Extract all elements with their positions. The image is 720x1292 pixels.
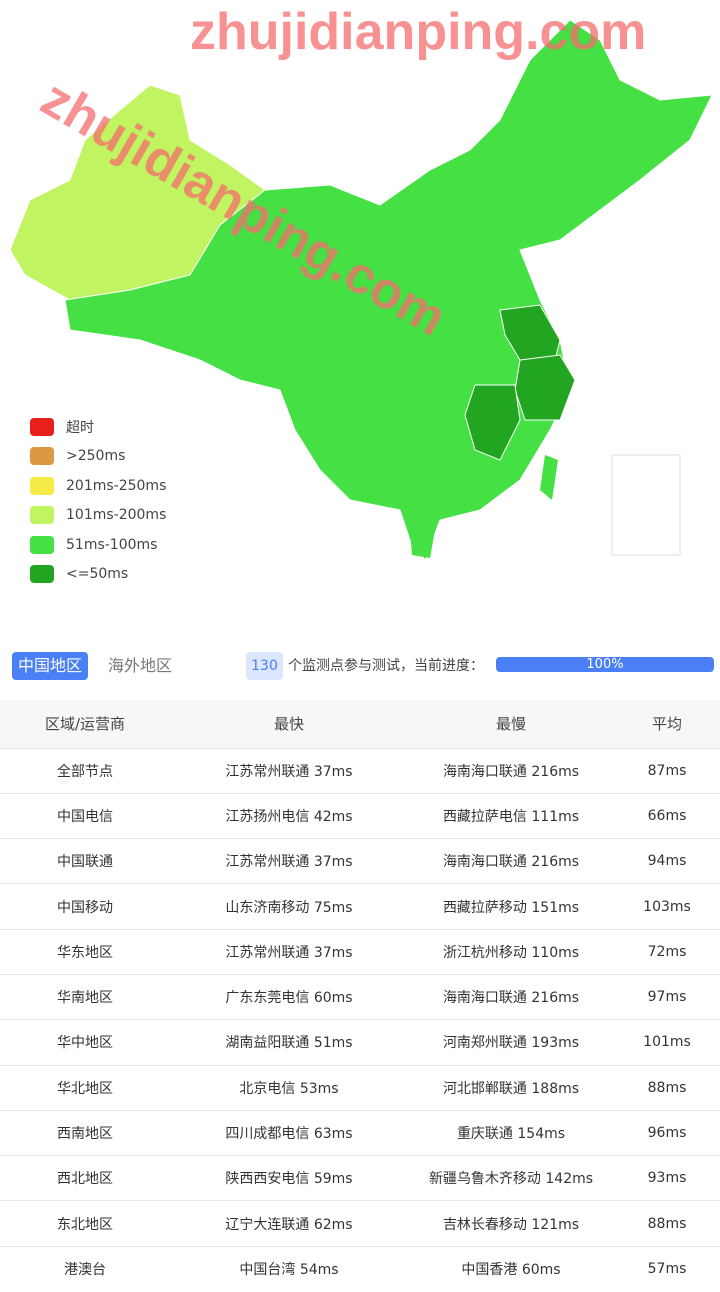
legend-swatch [30, 476, 54, 495]
cell-fastest: 辽宁大连联通 62ms [170, 1200, 408, 1247]
legend-label: >250ms [66, 448, 126, 465]
cell-fastest: 山东济南移动 75ms [170, 883, 408, 930]
cell-fastest: 湖南益阳联通 51ms [170, 1019, 408, 1066]
cell-slowest: 西藏拉萨电信 111ms [408, 792, 614, 839]
cell-region: 中国移动 [0, 883, 170, 930]
table-row: 华东地区 江苏常州联通 37ms 浙江杭州移动 110ms 72ms [0, 928, 720, 975]
table-row: 华南地区 广东东莞电信 60ms 海南海口联通 216ms 97ms [0, 973, 720, 1020]
china-latency-map [9, 19, 713, 562]
cell-average: 57ms [614, 1245, 720, 1292]
tab-china[interactable]: 中国地区 [12, 652, 89, 680]
region-hainan [410, 530, 435, 558]
table-row: 华北地区 北京电信 53ms 河北邯郸联通 188ms 88ms [0, 1064, 720, 1111]
monitor-count-badge: 130 [246, 652, 283, 680]
cell-fastest: 江苏常州联通 37ms [170, 838, 408, 884]
table-header: 区域/运营商 最快 最慢 平均 [0, 700, 720, 748]
table-row: 中国联通 江苏常州联通 37ms 海南海口联通 216ms 94ms [0, 838, 720, 884]
legend-item: <=50ms [30, 560, 166, 590]
cell-average: 72ms [614, 928, 720, 975]
legend-swatch [30, 535, 54, 554]
cell-average: 66ms [614, 792, 720, 839]
cell-average: 103ms [614, 883, 720, 930]
cell-fastest: 江苏常州联通 37ms [170, 928, 408, 975]
legend-item: 201ms-250ms [30, 471, 166, 501]
header-region: 区域/运营商 [0, 700, 170, 748]
header-fastest: 最快 [170, 700, 408, 748]
cell-fastest: 中国台湾 54ms [170, 1245, 408, 1292]
progress-bar: 100% [496, 657, 714, 672]
table-row: 华中地区 湖南益阳联通 51ms 河南郑州联通 193ms 101ms [0, 1019, 720, 1066]
table-row: 中国移动 山东济南移动 75ms 西藏拉萨移动 151ms 103ms [0, 883, 720, 930]
header-slowest: 最慢 [408, 700, 614, 748]
cell-average: 96ms [614, 1109, 720, 1156]
cell-fastest: 江苏扬州电信 42ms [170, 792, 408, 839]
legend-item: >250ms [30, 442, 166, 472]
legend-item: 超时 [30, 412, 166, 442]
cell-average: 97ms [614, 973, 720, 1020]
legend-swatch [30, 565, 54, 584]
cell-region: 全部节点 [0, 747, 170, 794]
cell-average: 101ms [614, 1019, 720, 1066]
cell-slowest: 西藏拉萨移动 151ms [408, 883, 614, 930]
legend-swatch [30, 506, 54, 525]
tab-overseas[interactable]: 海外地区 [108, 656, 173, 675]
legend-swatch [30, 417, 54, 436]
legend-label: 超时 [66, 419, 94, 436]
map-legend: 超时 >250ms 201ms-250ms 101ms-200ms 51ms-1… [30, 412, 166, 589]
cell-region: 西南地区 [0, 1109, 170, 1156]
cell-region: 西北地区 [0, 1155, 170, 1201]
cell-region: 华北地区 [0, 1064, 170, 1111]
cell-average: 87ms [614, 747, 720, 794]
cell-slowest: 新疆乌鲁木齐移动 142ms [408, 1155, 614, 1201]
table-row: 全部节点 江苏常州联通 37ms 海南海口联通 216ms 87ms [0, 747, 720, 794]
legend-item: 101ms-200ms [30, 501, 166, 531]
cell-region: 华中地区 [0, 1019, 170, 1066]
cell-slowest: 海南海口联通 216ms [408, 747, 614, 794]
legend-label: 51ms-100ms [66, 536, 158, 553]
legend-label: 201ms-250ms [66, 477, 167, 494]
legend-label: <=50ms [66, 566, 129, 583]
south-china-sea-inset [611, 454, 681, 556]
legend-swatch [30, 447, 54, 466]
progress-fill: 100% [496, 657, 714, 672]
cell-average: 93ms [614, 1155, 720, 1201]
cell-region: 中国联通 [0, 838, 170, 884]
header-average: 平均 [614, 700, 720, 748]
cell-average: 88ms [614, 1064, 720, 1111]
cell-fastest: 江苏常州联通 37ms [170, 747, 408, 794]
cell-fastest: 陕西西安电信 59ms [170, 1155, 408, 1201]
cell-slowest: 海南海口联通 216ms [408, 838, 614, 884]
cell-slowest: 海南海口联通 216ms [408, 973, 614, 1020]
cell-slowest: 河北邯郸联通 188ms [408, 1064, 614, 1111]
table-row: 西南地区 四川成都电信 63ms 重庆联通 154ms 96ms [0, 1109, 720, 1156]
results-table: 区域/运营商 最快 最慢 平均 全部节点 江苏常州联通 37ms 海南海口联通 21… [0, 700, 720, 1292]
cell-region: 华东地区 [0, 928, 170, 975]
region-jiangxi [464, 384, 521, 461]
cell-fastest: 四川成都电信 63ms [170, 1109, 408, 1156]
cell-slowest: 吉林长春移动 121ms [408, 1200, 614, 1247]
status-bar: 中国地区 海外地区 130 个监测点参与测试，当前进度： 100% [0, 652, 720, 682]
cell-slowest: 浙江杭州移动 110ms [408, 928, 614, 975]
table-row: 西北地区 陕西西安电信 59ms 新疆乌鲁木齐移动 142ms 93ms [0, 1155, 720, 1201]
legend-label: 101ms-200ms [66, 507, 167, 524]
cell-slowest: 中国香港 60ms [408, 1245, 614, 1292]
cell-fastest: 广东东莞电信 60ms [170, 973, 408, 1020]
table-row: 港澳台 中国台湾 54ms 中国香港 60ms 57ms [0, 1245, 720, 1292]
cell-fastest: 北京电信 53ms [170, 1064, 408, 1111]
cell-region: 东北地区 [0, 1200, 170, 1247]
cell-average: 94ms [614, 838, 720, 884]
region-zhejiang [514, 354, 576, 421]
cell-slowest: 重庆联通 154ms [408, 1109, 614, 1156]
cell-slowest: 河南郑州联通 193ms [408, 1019, 614, 1066]
region-taiwan [540, 455, 558, 500]
cell-average: 88ms [614, 1200, 720, 1247]
cell-region: 港澳台 [0, 1245, 170, 1292]
cell-region: 中国电信 [0, 792, 170, 839]
status-text: 个监测点参与测试，当前进度： [288, 658, 484, 674]
cell-region: 华南地区 [0, 973, 170, 1020]
table-row: 东北地区 辽宁大连联通 62ms 吉林长春移动 121ms 88ms [0, 1200, 720, 1247]
legend-item: 51ms-100ms [30, 530, 166, 560]
table-row: 中国电信 江苏扬州电信 42ms 西藏拉萨电信 111ms 66ms [0, 792, 720, 839]
